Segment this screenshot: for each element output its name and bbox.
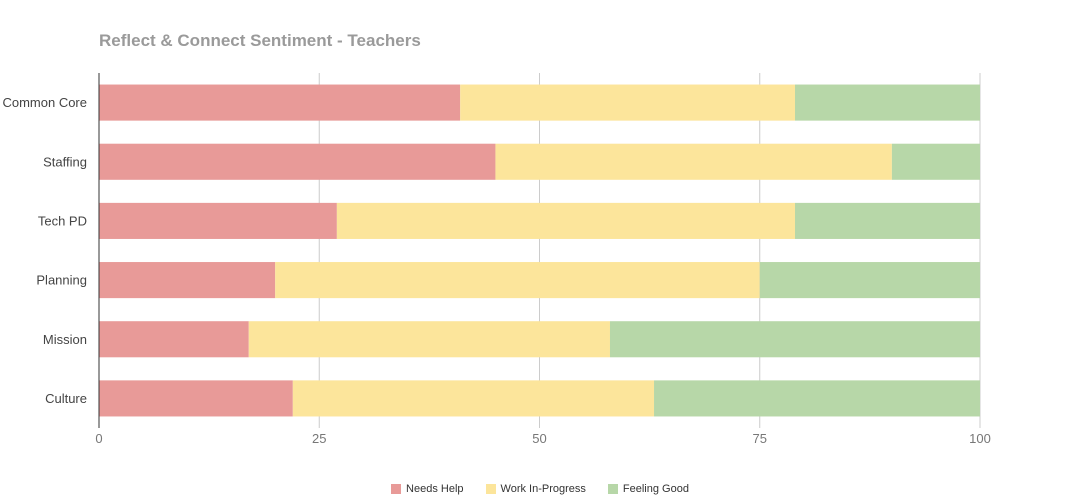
legend-swatch [391,484,402,494]
bar-segment [248,321,610,358]
bar-segment [99,143,496,180]
bar-segment [99,262,276,299]
legend-item[interactable]: Needs Help [391,483,464,495]
bar-segment [99,380,293,417]
bar-segment [336,202,795,239]
category-label: Common Core [2,95,87,110]
legend-swatch [485,484,496,494]
bar-segment [99,202,337,239]
category-label: Tech PD [38,213,87,228]
legend-label: Work In-Progress [500,483,586,495]
category-label: Planning [36,273,87,288]
bar-segment [460,84,795,121]
category-label: Culture [45,391,87,406]
legend-swatch [607,484,618,494]
bar-segment [275,262,760,299]
bar-segment [609,321,980,358]
bar-segment [654,380,980,417]
x-tick-label: 25 [312,431,326,446]
bar-segment [99,84,461,121]
bar-segment [292,380,655,417]
x-tick-label: 50 [532,431,546,446]
bar-segment [759,262,980,299]
category-label: Mission [43,332,87,347]
bar-segment [891,143,980,180]
legend-label: Feeling Good [622,483,689,495]
x-tick-label: 0 [95,431,102,446]
bar-segment [495,143,892,180]
legend-item[interactable]: Feeling Good [607,483,689,495]
legend: Needs Help Work In-Progress Feeling Good [0,483,1080,495]
category-label: Staffing [43,154,87,169]
bar-segment [99,321,249,358]
x-tick-label: 75 [753,431,767,446]
bar-segment [794,84,980,121]
legend-item[interactable]: Work In-Progress [485,483,586,495]
x-tick-label: 100 [969,431,991,446]
legend-label: Needs Help [406,483,464,495]
bar-segment [794,202,980,239]
chart-title: Reflect & Connect Sentiment - Teachers [99,31,421,50]
